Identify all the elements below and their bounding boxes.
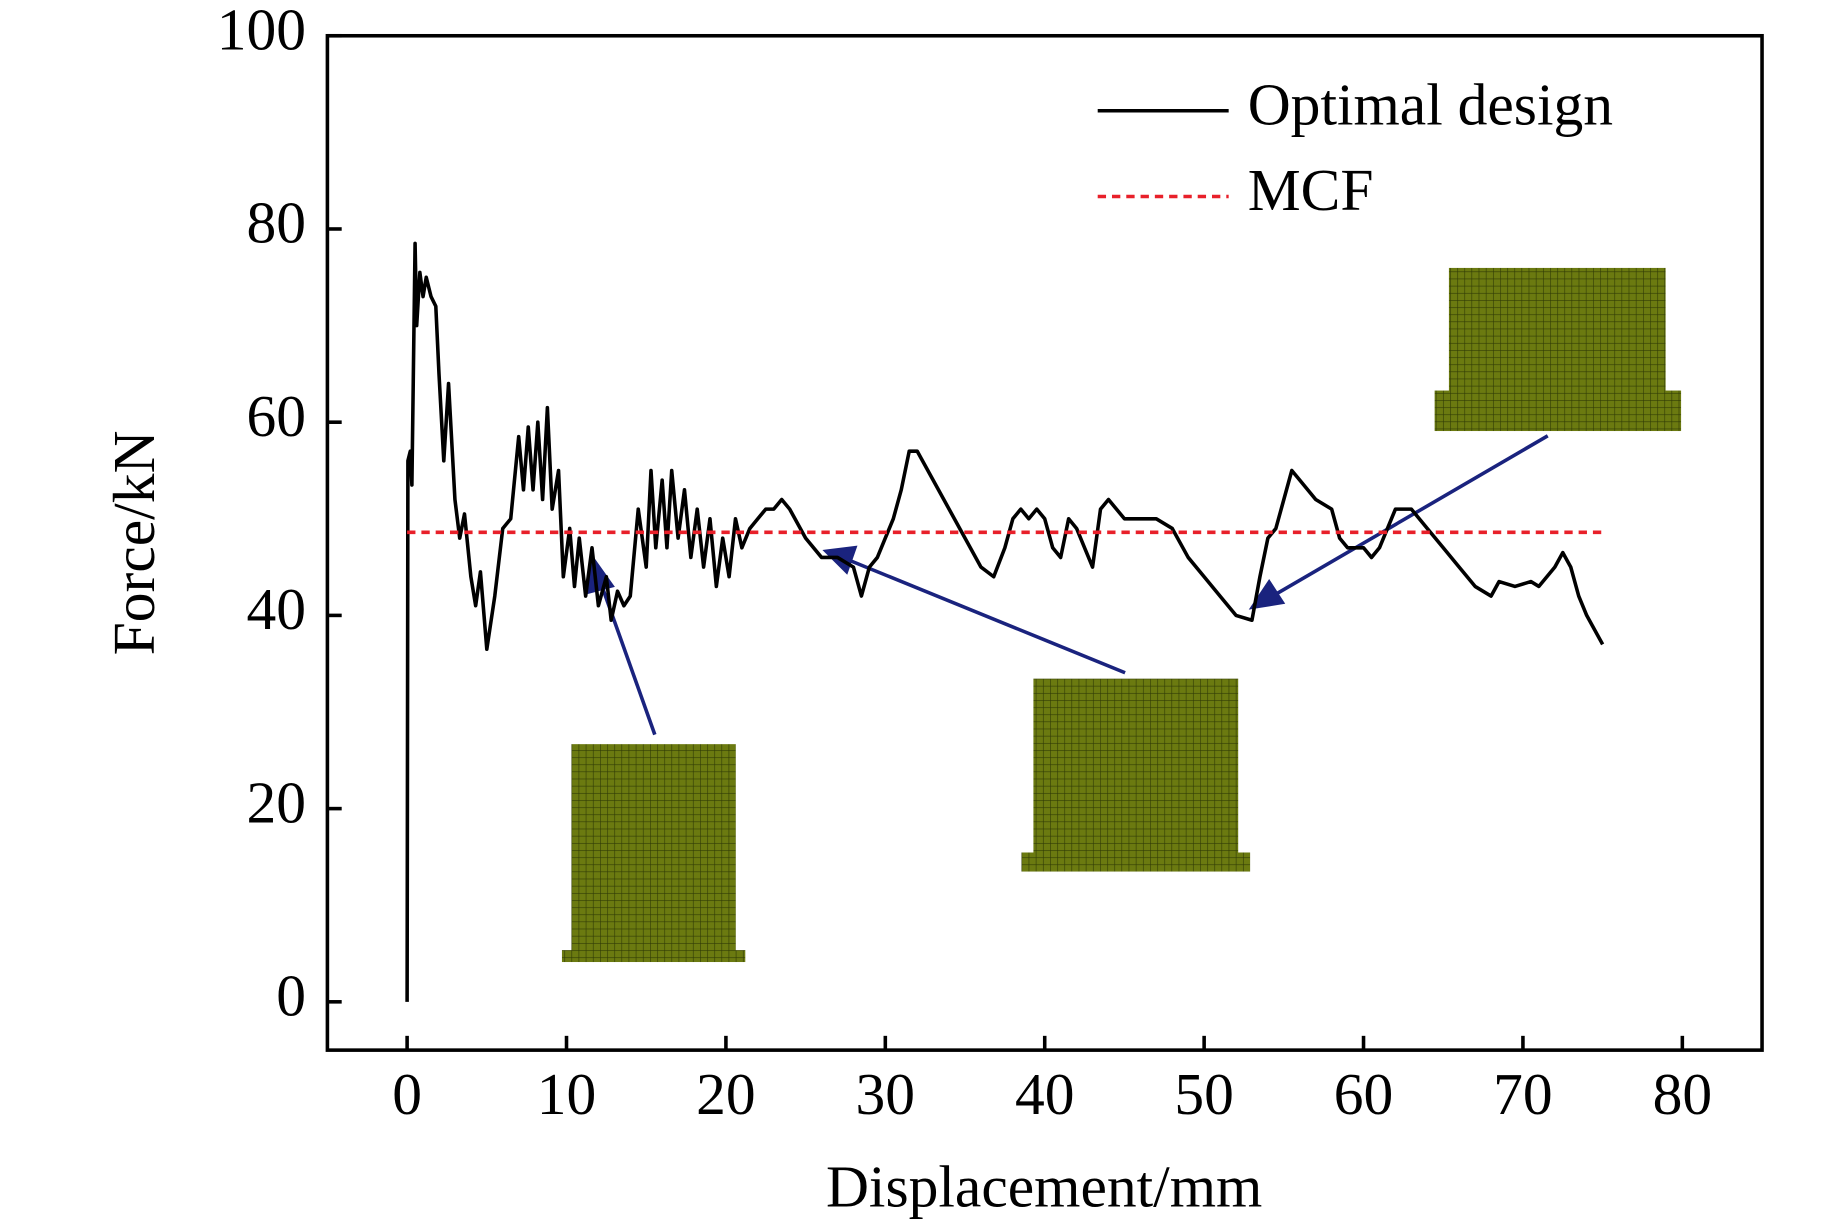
legend-label: Optimal design	[1248, 71, 1613, 137]
x-tick-label: 0	[392, 1061, 422, 1127]
y-tick-label: 100	[217, 0, 306, 62]
x-tick-label: 70	[1493, 1061, 1553, 1127]
x-tick-label: 40	[1015, 1061, 1075, 1127]
tube-image	[1021, 852, 1251, 872]
arrow	[847, 557, 1126, 675]
line-series	[405, 241, 1605, 1002]
y-tick-label: 80	[246, 190, 306, 256]
y-tick-label: 40	[246, 576, 306, 642]
x-tick-label: 30	[856, 1061, 916, 1127]
y-tick-label: 0	[276, 962, 306, 1028]
y-axis-label: Force/kN	[101, 431, 167, 656]
arrow-head	[1248, 578, 1286, 610]
tube-image	[1033, 678, 1239, 855]
tube-image	[1434, 390, 1682, 432]
y-tick-label: 60	[246, 383, 306, 449]
x-tick-label: 20	[696, 1061, 756, 1127]
x-tick-label: 50	[1174, 1061, 1234, 1127]
x-tick-label: 60	[1334, 1061, 1394, 1127]
tube-image	[1448, 267, 1666, 393]
tube-image	[561, 950, 746, 963]
y-tick-label: 20	[246, 769, 306, 835]
x-tick-label: 10	[537, 1061, 597, 1127]
arrow	[1273, 434, 1549, 597]
x-tick-label: 80	[1653, 1061, 1713, 1127]
tube-image	[571, 744, 736, 953]
plot-frame	[325, 33, 1764, 1052]
insets	[561, 267, 1682, 963]
x-axis-label: Displacement/mm	[826, 1154, 1262, 1220]
legend-label: MCF	[1248, 157, 1374, 223]
